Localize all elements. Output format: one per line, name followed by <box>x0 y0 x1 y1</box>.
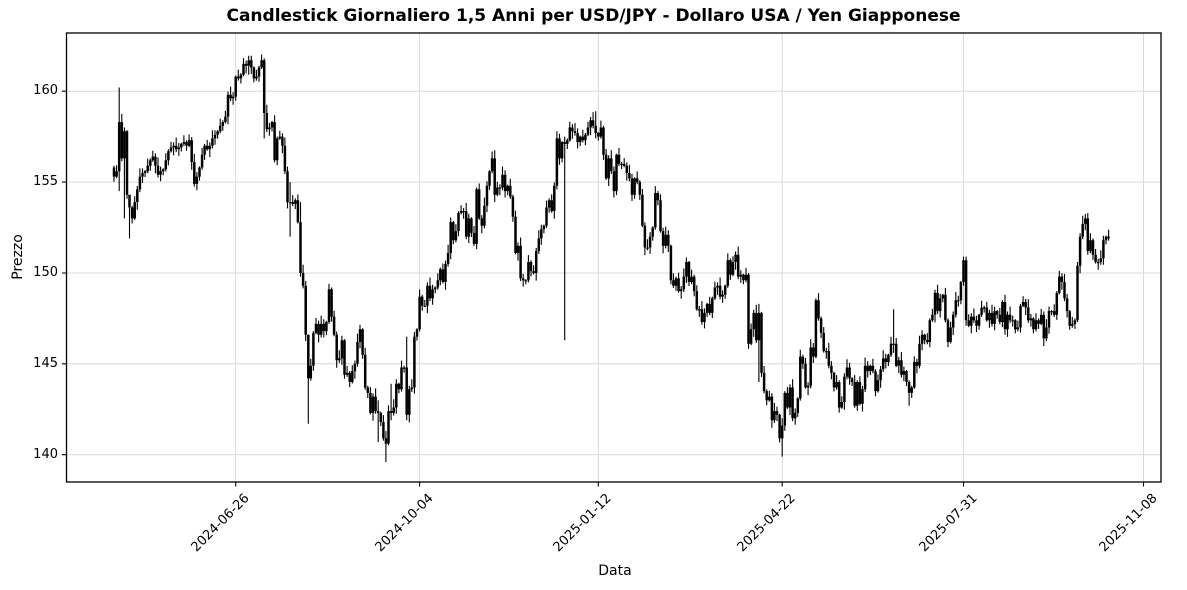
x-axis-label: Data <box>598 563 632 579</box>
y-tick-label: 160 <box>33 83 58 99</box>
tick-marks <box>62 90 1145 487</box>
y-tick-label: 150 <box>33 265 58 280</box>
y-tick-label: 145 <box>33 355 58 371</box>
candle-wicks <box>113 54 1110 462</box>
plot-border <box>65 32 1162 483</box>
y-tick-label: 155 <box>33 174 58 190</box>
candle-bodies <box>112 60 1110 444</box>
chart-title: Candlestick Giornaliero 1,5 Anni per USD… <box>226 6 961 26</box>
y-tick-label: 140 <box>33 446 58 462</box>
